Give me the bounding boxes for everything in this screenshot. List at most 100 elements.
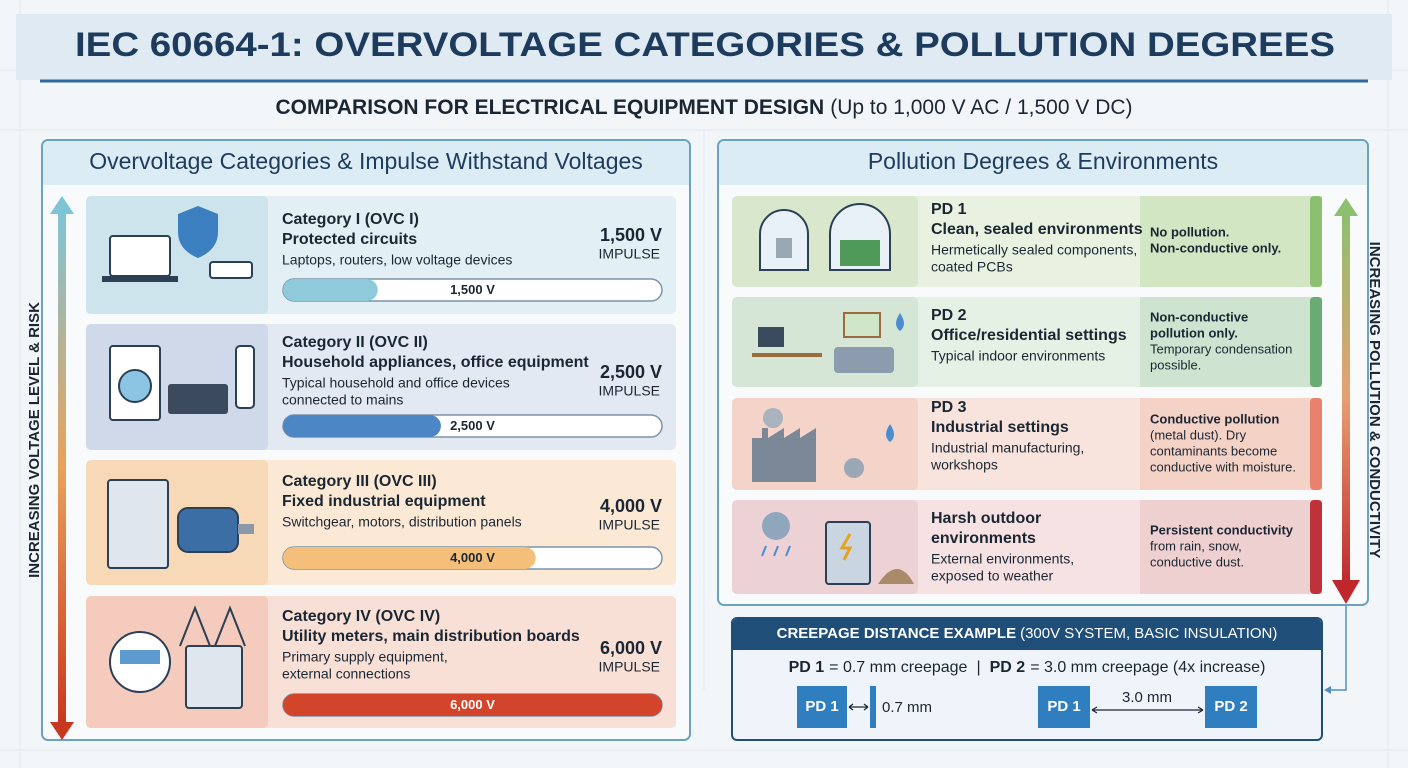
ovc-icon-area — [86, 196, 268, 314]
ovc-description: Primary supply equipment, — [282, 649, 448, 665]
pd-description: Industrial manufacturing, — [931, 440, 1084, 456]
icon — [761, 545, 791, 557]
icon — [185, 645, 243, 709]
pd-name: PD 1 — [931, 201, 967, 218]
title-band — [16, 14, 1392, 80]
ovc-heading: Overvoltage Categories & Impulse Withsta… — [89, 148, 643, 174]
pd-title: Harsh outdoor — [931, 510, 1041, 527]
pd-heading: Pollution Degrees & Environments — [868, 148, 1218, 174]
pd-note-bold: Non-conductive only. — [1150, 240, 1281, 255]
ovc-name: Category II (OVC II) — [282, 334, 428, 351]
pd-note-area — [1140, 500, 1322, 594]
ovc-voltage: 6,000 V — [600, 638, 662, 658]
pd-note: from rain, snow, — [1150, 538, 1242, 553]
icon — [178, 206, 218, 258]
pollution-axis-label: INCREASING POLLUTION & CONDUCTIVITY — [1366, 242, 1383, 559]
ovc-rows: Category I (OVC I) Protected circuits Lapt… — [86, 196, 676, 728]
creepage-header — [733, 619, 1321, 650]
bar-label: 6,000 V — [450, 697, 495, 712]
icon — [752, 353, 822, 357]
creepage-diagram — [797, 686, 1257, 728]
pd-note-area — [1140, 398, 1322, 490]
icon — [886, 424, 894, 442]
icon — [179, 605, 246, 647]
pd-name: PD 3 — [931, 399, 967, 416]
icon — [102, 276, 178, 282]
bar-label: 4,000 V — [450, 550, 495, 565]
pd-edge — [1310, 196, 1322, 287]
voltage-arrow — [50, 196, 74, 740]
impulse-label: IMPULSE — [599, 383, 660, 399]
pd-rows: PD 1 Clean, sealed environments Hermetical… — [732, 196, 1322, 594]
pd-description: coated PCBs — [931, 259, 1013, 275]
box-pd2: PD 2 — [1214, 698, 1247, 715]
impulse-label: IMPULSE — [599, 659, 660, 675]
pd-description: exposed to weather — [931, 568, 1054, 584]
pd-note-bold: pollution only. — [1150, 325, 1238, 340]
box-pd1: PD 1 — [805, 698, 838, 715]
creepage-title: CREEPAGE DISTANCE EXAMPLE (300V SYSTEM, B… — [777, 625, 1278, 642]
summary-pd2: PD 2 — [990, 659, 1026, 676]
icon — [118, 369, 152, 403]
ovc-voltage: 4,000 V — [600, 496, 662, 516]
pd-description: Hermetically sealed components, — [931, 242, 1137, 258]
creepage-title-bold: CREEPAGE DISTANCE EXAMPLE — [777, 625, 1016, 642]
pd-note: (metal dust). Dry — [1150, 427, 1247, 442]
pd-title: Clean, sealed environments — [931, 221, 1143, 238]
impulse-label: IMPULSE — [599, 246, 660, 262]
ovc-header — [43, 141, 689, 185]
icon — [843, 312, 881, 338]
pollution-arrow — [1324, 198, 1360, 694]
creepage-title-rest: (300V SYSTEM, BASIC INSULATION) — [1020, 625, 1277, 642]
icon — [238, 524, 254, 534]
icon — [844, 458, 864, 478]
long-gap-label: 3.0 mm — [1122, 689, 1172, 706]
summary-pd1: PD 1 — [789, 659, 825, 676]
pd-title: Industrial settings — [931, 419, 1069, 436]
ovc-name: Category III (OVC III) — [282, 473, 437, 490]
summary-separator: | — [976, 659, 980, 676]
icon — [168, 384, 228, 414]
icon — [763, 408, 783, 428]
ovc-voltage: 1,500 V — [600, 225, 662, 245]
pd-title: Office/residential settings — [931, 327, 1127, 344]
bar-label: 2,500 V — [450, 418, 495, 433]
pd-name: PD 2 — [931, 307, 967, 324]
ovc-name: Category I (OVC I) — [282, 211, 419, 228]
pd-note: Temporary condensation — [1150, 341, 1292, 356]
voltage-axis-label: INCREASING VOLTAGE LEVEL & RISK — [26, 302, 43, 578]
pd-description: Typical indoor environments — [931, 348, 1105, 364]
pd-description: External environments, — [931, 551, 1074, 567]
summary-pd2-text: = 3.0 mm creepage (4x increase) — [1030, 659, 1265, 676]
ovc-voltage: 2,500 V — [600, 362, 662, 382]
icon — [209, 261, 253, 279]
ovc-description: connected to mains — [282, 392, 403, 408]
pd-note: contaminants become — [1150, 443, 1277, 458]
icon — [177, 507, 239, 553]
voltage-bar — [283, 547, 536, 569]
subtitle-bold: COMPARISON FOR ELECTRICAL EQUIPMENT DESI… — [275, 96, 824, 119]
pd-note-area — [1140, 196, 1322, 287]
icon — [896, 313, 904, 331]
pd-header — [719, 141, 1367, 185]
icon — [235, 345, 255, 409]
pd-edge — [1310, 398, 1322, 490]
icon — [758, 327, 784, 347]
ovc-title: Household appliances, office equipment — [282, 354, 589, 371]
icon — [120, 650, 160, 664]
icon — [834, 347, 894, 373]
subtitle: COMPARISON FOR ELECTRICAL EQUIPMENT DESI… — [275, 96, 1132, 119]
pd-description: workshops — [930, 457, 998, 473]
pd-note-bold: No pollution. — [1150, 224, 1229, 239]
icon — [752, 428, 816, 482]
box-pd1-b: PD 1 — [1047, 698, 1080, 715]
page-title: IEC 60664-1: OVERVOLTAGE CATEGORIES & PO… — [75, 26, 1335, 64]
pd-title: environments — [931, 530, 1036, 547]
ovc-title: Fixed industrial equipment — [282, 493, 486, 510]
creepage-summary: PD 1 = 0.7 mm creepage | PD 2 = 3.0 mm creep… — [789, 659, 1266, 676]
pd-note: conductive dust. — [1150, 554, 1244, 569]
icon — [776, 238, 792, 258]
icon — [109, 235, 171, 277]
icon — [839, 533, 853, 561]
